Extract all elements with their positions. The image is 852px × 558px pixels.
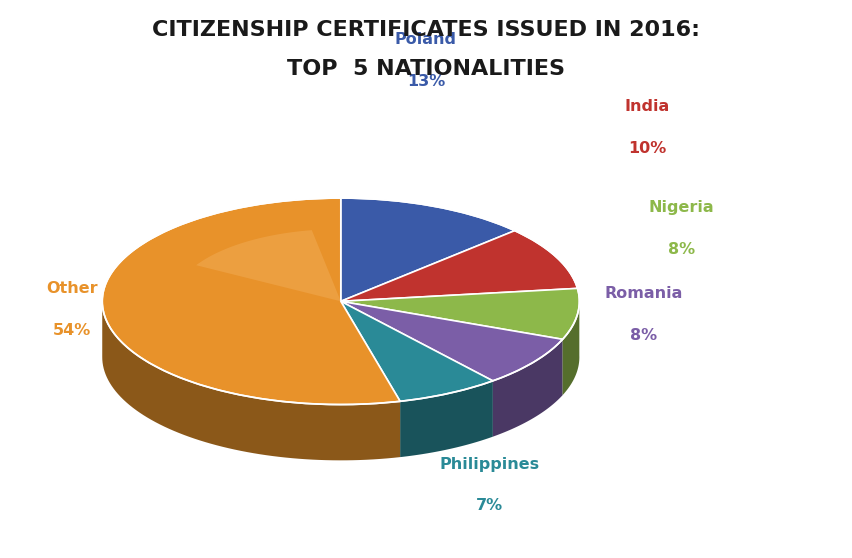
Polygon shape bbox=[102, 198, 400, 405]
Polygon shape bbox=[341, 301, 562, 381]
Polygon shape bbox=[562, 300, 579, 395]
Polygon shape bbox=[492, 339, 562, 437]
Text: CITIZENSHIP CERTIFICATES ISSUED IN 2016:: CITIZENSHIP CERTIFICATES ISSUED IN 2016: bbox=[152, 20, 700, 40]
Ellipse shape bbox=[102, 254, 579, 460]
Polygon shape bbox=[341, 230, 578, 301]
Polygon shape bbox=[196, 230, 341, 301]
Polygon shape bbox=[400, 381, 492, 457]
Polygon shape bbox=[341, 288, 579, 339]
Text: Other: Other bbox=[47, 281, 98, 296]
Polygon shape bbox=[341, 198, 515, 301]
Text: 10%: 10% bbox=[629, 141, 666, 156]
Text: 54%: 54% bbox=[54, 323, 91, 338]
Text: 8%: 8% bbox=[668, 242, 695, 257]
Text: Romania: Romania bbox=[604, 286, 682, 301]
Text: TOP  5 NATIONALITIES: TOP 5 NATIONALITIES bbox=[287, 59, 565, 79]
Text: Philippines: Philippines bbox=[440, 456, 540, 472]
Text: 7%: 7% bbox=[476, 498, 504, 513]
Text: Nigeria: Nigeria bbox=[648, 200, 715, 215]
Text: 8%: 8% bbox=[630, 328, 657, 343]
Polygon shape bbox=[102, 301, 400, 460]
Text: 13%: 13% bbox=[407, 74, 445, 89]
Polygon shape bbox=[341, 301, 492, 401]
Text: India: India bbox=[625, 99, 671, 114]
Text: Poland: Poland bbox=[395, 32, 457, 47]
